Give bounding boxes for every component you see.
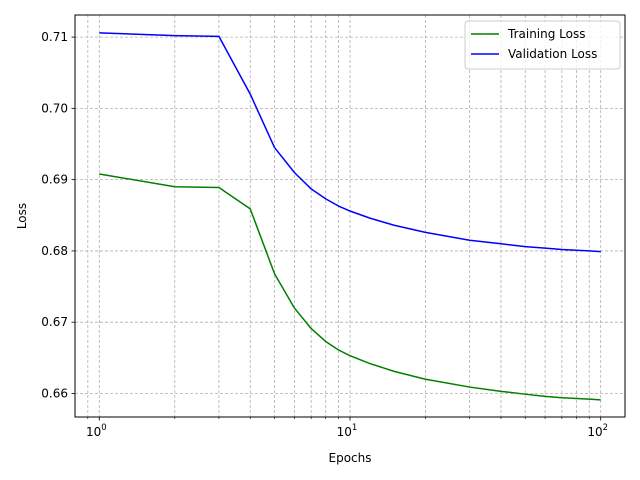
y-tick-label: 0.70 (41, 101, 68, 115)
y-tick-label: 0.66 (41, 386, 68, 400)
series-line-0 (99, 173, 601, 401)
x-tick-label: 101 (337, 423, 358, 439)
y-axis: 0.66 0.67 0.68 0.69 0.70 0.71 (41, 30, 75, 400)
legend-label: Validation Loss (508, 47, 597, 61)
legend: Training Loss Validation Loss (464, 20, 621, 70)
y-axis-title: Loss (15, 203, 29, 229)
x-axis: 100 101 102 (86, 417, 608, 439)
legend-label: Training Loss (507, 27, 585, 41)
series-line-1 (99, 32, 601, 253)
y-tick-label: 0.69 (41, 173, 68, 187)
x-axis-title: Epochs (329, 451, 372, 465)
series-layer (99, 32, 601, 401)
y-tick-label: 0.71 (41, 30, 68, 44)
y-tick-label: 0.67 (41, 315, 68, 329)
legend-box (464, 20, 621, 70)
y-tick-label: 0.68 (41, 244, 68, 258)
x-tick-label: 102 (587, 423, 608, 439)
grid-layer (75, 15, 625, 417)
x-tick-label: 100 (86, 423, 107, 439)
